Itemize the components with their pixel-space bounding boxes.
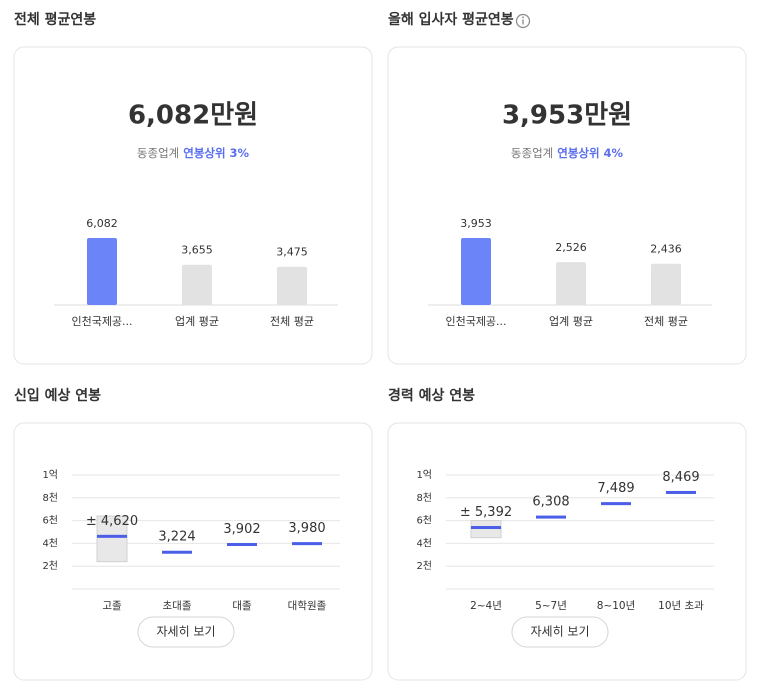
bar — [87, 238, 117, 305]
value-label: 3,902 — [223, 522, 260, 537]
category-label: 대졸 — [232, 600, 252, 612]
category-label: 업계 평균 — [549, 315, 593, 328]
y-tick-label: 8천 — [42, 492, 58, 504]
category-label: 초대졸 — [163, 600, 192, 612]
info-icon[interactable] — [515, 13, 531, 29]
button-label[interactable]: 자세히 보기 — [530, 625, 589, 639]
subtitle-highlight: 연봉상위 4% — [557, 146, 623, 160]
category-label: 10년 초과 — [658, 600, 704, 612]
value-label: 3,980 — [288, 521, 325, 536]
value-mark — [666, 490, 696, 494]
section-title: 신입 예상 연봉 — [14, 388, 101, 404]
category-label: 고졸 — [102, 600, 122, 612]
value-mark — [601, 502, 631, 506]
y-tick-label: 2천 — [416, 560, 432, 572]
section-title: 전체 평균연봉 — [14, 11, 96, 28]
button[interactable] — [137, 616, 235, 648]
category-label: 인천국제공... — [445, 314, 506, 328]
category-label: 전체 평균 — [270, 315, 314, 328]
value-mark — [162, 550, 192, 554]
bar — [182, 264, 212, 305]
bar — [461, 238, 491, 305]
y-tick-label: 6천 — [416, 515, 432, 527]
headline: 6,082만원 — [128, 101, 258, 131]
value-label: 8,469 — [662, 470, 699, 485]
y-tick-label: 4천 — [416, 537, 432, 549]
button[interactable] — [511, 616, 609, 648]
range-box — [470, 520, 502, 539]
value-label: 2,436 — [650, 243, 682, 256]
subtitle-text: 동종업계 — [511, 146, 553, 160]
subtitle-text: 동종업계 — [137, 146, 179, 160]
y-tick-label: 6천 — [42, 515, 58, 527]
range-box — [96, 515, 128, 563]
card — [387, 422, 747, 681]
value-label: 3,655 — [181, 244, 213, 257]
category-label: 대학원졸 — [288, 600, 327, 612]
value-label: 3,953 — [460, 217, 492, 230]
category-label: 업계 평균 — [175, 315, 219, 328]
value-label: 3,475 — [276, 246, 308, 259]
value-label: 6,308 — [532, 495, 569, 510]
bar — [651, 263, 681, 305]
y-tick-label: 8천 — [416, 492, 432, 504]
value-mark — [227, 543, 257, 547]
category-label: 2~4년 — [470, 600, 502, 612]
category-label: 전체 평균 — [644, 315, 688, 328]
value-label: ± 5,392 — [460, 505, 512, 520]
category-label: 인천국제공... — [71, 314, 132, 328]
bar — [556, 262, 586, 305]
subtitle-highlight: 연봉상위 3% — [183, 146, 249, 160]
value-mark — [536, 515, 566, 519]
value-label: 2,526 — [555, 241, 587, 254]
card — [13, 422, 373, 681]
headline: 3,953만원 — [502, 101, 632, 131]
y-tick-label: 1억 — [42, 469, 58, 481]
value-label: 3,224 — [158, 530, 195, 545]
category-label: 5~7년 — [535, 600, 567, 612]
subtitle: 동종업계 연봉상위 4% — [511, 146, 624, 160]
y-tick-label: 2천 — [42, 560, 58, 572]
section-title: 올해 입사자 평균연봉 — [388, 11, 514, 28]
subtitle: 동종업계 연봉상위 3% — [137, 146, 250, 160]
value-label: 7,489 — [597, 481, 634, 496]
value-mark — [471, 526, 501, 530]
value-mark — [292, 542, 322, 546]
y-tick-label: 4천 — [42, 537, 58, 549]
y-tick-label: 1억 — [416, 469, 432, 481]
button-label[interactable]: 자세히 보기 — [156, 625, 215, 639]
category-label: 8~10년 — [597, 600, 636, 612]
value-mark — [97, 534, 127, 538]
value-label: ± 4,620 — [86, 514, 138, 529]
value-label: 6,082 — [86, 217, 118, 230]
section-title: 경력 예상 연봉 — [388, 387, 475, 404]
bar — [277, 266, 307, 305]
